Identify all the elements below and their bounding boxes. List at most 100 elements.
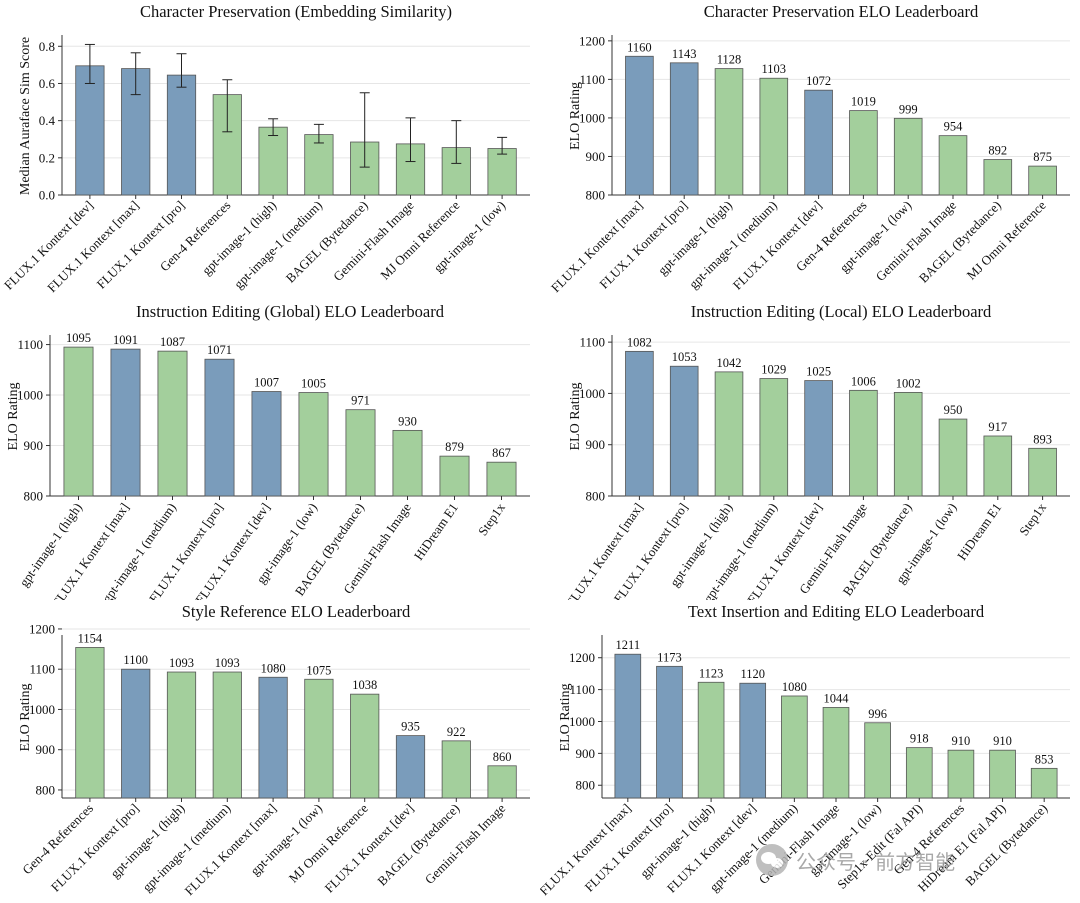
y-tick-label: 900 xyxy=(586,149,606,164)
x-tick-label: MJ Omni Reference xyxy=(964,197,1049,282)
bar[interactable] xyxy=(759,77,789,196)
bar[interactable] xyxy=(392,429,423,497)
bar[interactable] xyxy=(714,68,744,196)
chart-title: Style Reference ELO Leaderboard xyxy=(182,602,411,621)
bar[interactable] xyxy=(989,749,1016,799)
bar[interactable] xyxy=(212,671,242,799)
data-label: 1095 xyxy=(66,331,91,345)
data-label: 1005 xyxy=(301,377,326,391)
bar[interactable] xyxy=(864,722,891,799)
bar[interactable] xyxy=(739,682,767,799)
bar[interactable] xyxy=(893,117,923,196)
bar[interactable] xyxy=(625,55,654,196)
bar[interactable] xyxy=(350,693,380,799)
data-label: 1103 xyxy=(762,62,787,76)
bar[interactable] xyxy=(849,110,878,196)
bar[interactable] xyxy=(258,126,288,196)
bar[interactable] xyxy=(204,358,235,497)
y-tick-label: 800 xyxy=(36,782,56,797)
y-tick-label: 0.0 xyxy=(39,188,55,203)
y-axis-label: ELO Rating xyxy=(558,683,573,751)
bar[interactable] xyxy=(486,461,517,497)
bar[interactable] xyxy=(938,418,968,497)
data-label: 1019 xyxy=(851,95,876,109)
data-label: 879 xyxy=(445,440,464,454)
bar[interactable] xyxy=(75,647,105,799)
data-label: 1029 xyxy=(761,363,786,377)
data-label: 1143 xyxy=(672,47,697,61)
data-label: 1042 xyxy=(717,356,742,370)
data-label: 971 xyxy=(351,394,370,408)
data-label: 1038 xyxy=(352,678,377,692)
bar[interactable] xyxy=(669,365,699,497)
bar[interactable] xyxy=(781,695,808,799)
bar[interactable] xyxy=(947,749,975,799)
bar[interactable] xyxy=(166,671,197,799)
bar[interactable] xyxy=(1028,447,1057,497)
bar[interactable] xyxy=(251,391,282,497)
bar[interactable] xyxy=(304,678,334,799)
y-tick-label: 1000 xyxy=(579,110,605,125)
bar[interactable] xyxy=(938,135,968,196)
bar[interactable] xyxy=(121,668,151,799)
x-tick-label: FLUX.1 Kontext [dev] xyxy=(322,801,417,896)
bar[interactable] xyxy=(822,707,850,799)
data-label: 1120 xyxy=(740,667,765,681)
bar[interactable] xyxy=(439,455,470,497)
bar[interactable] xyxy=(669,62,699,196)
bar[interactable] xyxy=(714,371,744,497)
bar[interactable] xyxy=(905,747,933,799)
bar[interactable] xyxy=(614,653,642,799)
y-tick-label: 800 xyxy=(24,489,44,504)
data-label: 999 xyxy=(899,102,918,116)
bar[interactable] xyxy=(983,159,1013,196)
bar[interactable] xyxy=(166,74,197,196)
y-tick-label: 1100 xyxy=(579,72,605,87)
bar[interactable] xyxy=(75,65,105,196)
bar[interactable] xyxy=(345,409,376,497)
data-label: 1160 xyxy=(627,40,652,54)
bar[interactable] xyxy=(983,435,1013,497)
bar[interactable] xyxy=(298,392,329,497)
x-tick-label: HiDream E1 xyxy=(411,500,461,563)
bar[interactable] xyxy=(157,350,188,497)
bar[interactable] xyxy=(804,89,833,196)
data-label: 1154 xyxy=(78,631,103,645)
data-label: 853 xyxy=(1035,752,1054,766)
y-axis-label: ELO Rating xyxy=(18,683,33,751)
data-label: 930 xyxy=(398,414,417,428)
bar[interactable] xyxy=(697,681,725,799)
x-tick-label: FLUX.1 Kontext [pro] xyxy=(94,198,188,292)
bar[interactable] xyxy=(63,346,94,497)
y-tick-label: 1200 xyxy=(579,33,605,48)
data-label: 867 xyxy=(492,446,511,460)
chart-title: Instruction Editing (Global) ELO Leaderb… xyxy=(136,302,445,321)
bar[interactable] xyxy=(487,148,517,196)
x-tick-label: MJ Omni Reference xyxy=(286,800,371,885)
y-tick-label: 0.2 xyxy=(39,150,55,165)
data-label: 917 xyxy=(988,420,1007,434)
bar[interactable] xyxy=(487,765,517,799)
y-tick-label: 1100 xyxy=(569,682,595,697)
data-label: 1025 xyxy=(806,365,831,379)
bar[interactable] xyxy=(759,378,789,497)
bar[interactable] xyxy=(441,740,471,799)
bar[interactable] xyxy=(893,391,923,497)
bar[interactable] xyxy=(849,389,878,497)
x-tick-label: Gemini-Flash Image xyxy=(330,197,417,284)
bar[interactable] xyxy=(804,380,833,497)
data-label: 1080 xyxy=(261,661,286,675)
data-label: 996 xyxy=(868,707,887,721)
watermark: 公众号 · 前方智能 xyxy=(756,838,1056,882)
bar[interactable] xyxy=(304,134,334,196)
bar[interactable] xyxy=(258,676,288,799)
bar[interactable] xyxy=(395,735,426,799)
bar[interactable] xyxy=(1030,767,1058,799)
y-tick-label: 1200 xyxy=(29,621,55,636)
bar[interactable] xyxy=(110,348,141,497)
bar[interactable] xyxy=(1028,165,1057,196)
bar[interactable] xyxy=(625,350,654,497)
y-tick-label: 1100 xyxy=(579,335,605,350)
bar[interactable] xyxy=(656,665,683,799)
